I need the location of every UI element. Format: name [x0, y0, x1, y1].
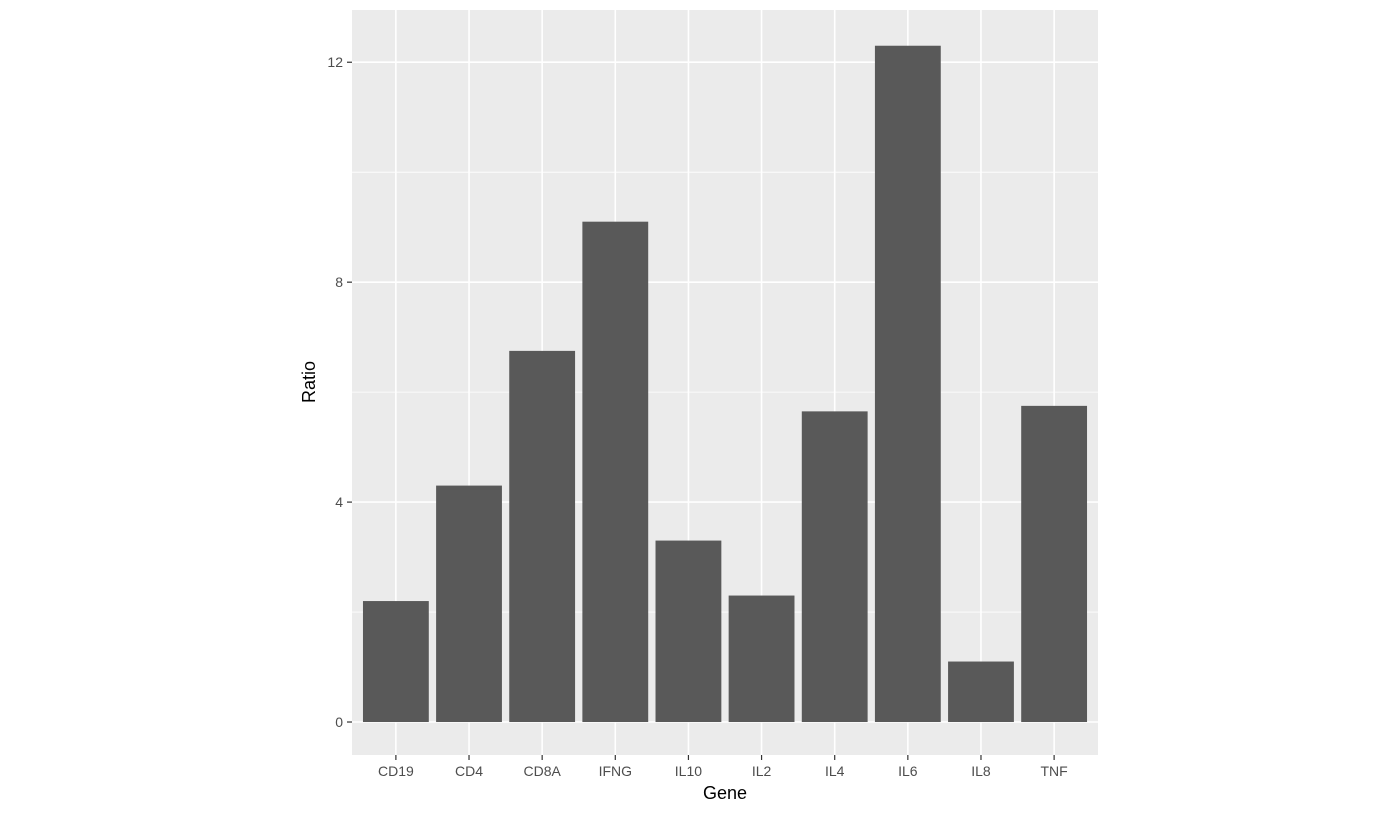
y-tick-label: 12 — [327, 54, 343, 70]
bar-il2 — [728, 595, 795, 723]
bars — [362, 45, 1088, 723]
bar-cd4 — [436, 485, 502, 723]
x-tick-label: CD4 — [455, 763, 483, 779]
bar-cd8a — [509, 350, 576, 723]
bar-il6 — [874, 45, 941, 723]
bar-tnf — [1021, 405, 1088, 723]
y-axis-title: Ratio — [299, 361, 319, 403]
bar-il8 — [948, 661, 1014, 723]
x-tick-label: CD19 — [378, 763, 414, 779]
bar-il10 — [655, 540, 722, 723]
x-tick-label: IL2 — [752, 763, 772, 779]
y-tick-label: 8 — [335, 274, 343, 290]
x-tick-label: CD8A — [523, 763, 561, 779]
x-tick-label: IFNG — [599, 763, 632, 779]
x-tick-label: IL10 — [675, 763, 702, 779]
x-tick-label: IL6 — [898, 763, 918, 779]
bar-ifng — [582, 221, 649, 723]
x-axis: CD19 CD4 CD8A IFNG IL10 IL2 IL4 IL6 IL8 TNF — [378, 755, 1068, 779]
bar-il4 — [801, 411, 868, 723]
y-axis: 0 4 8 12 — [327, 54, 352, 730]
x-tick-label: IL4 — [825, 763, 845, 779]
x-axis-title: Gene — [703, 783, 747, 803]
x-tick-label: TNF — [1041, 763, 1068, 779]
x-tick-label: IL8 — [971, 763, 991, 779]
y-tick-label: 4 — [335, 494, 343, 510]
y-tick-label: 0 — [335, 714, 343, 730]
bar-cd19 — [362, 601, 429, 723]
